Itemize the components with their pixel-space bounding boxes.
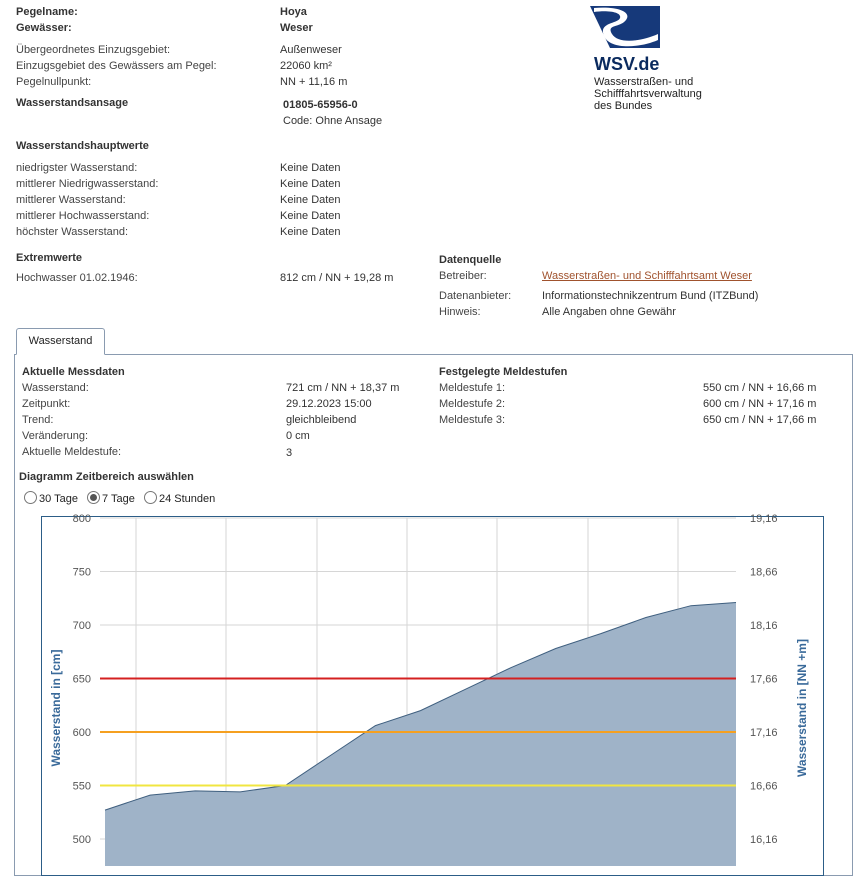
gewaesser-value: Weser [280, 22, 313, 34]
y-tick-label-right: 17,16 [750, 727, 778, 739]
y-tick-label-right: 19,16 [750, 513, 778, 525]
hauptwert-label: mittlerer Wasserstand: [16, 194, 126, 206]
y-tick-label-right: 16,16 [750, 834, 778, 846]
meldestufe-value: 600 cm / NN + 17,16 m [703, 398, 817, 410]
messdaten-label: Wasserstand: [22, 382, 89, 394]
hauptwert-label: mittlerer Hochwasserstand: [16, 210, 150, 222]
pegelname-value: Hoya [280, 6, 307, 18]
hauptwert-value: Keine Daten [280, 162, 341, 174]
einzugsgebiet-label: Übergeordnetes Einzugsgebiet: [16, 44, 171, 56]
meldestufen-heading: Festgelegte Meldestufen [439, 366, 568, 378]
meldestufe-label: Meldestufe 1: [439, 382, 506, 394]
y-tick-label-left: 750 [73, 567, 91, 579]
meldestufe-label: Meldestufe 3: [439, 414, 506, 426]
logo-sub-line: Wasserstraßen- und [594, 76, 694, 88]
logo-sub-line: des Bundes [594, 100, 653, 112]
datenquelle-heading: Datenquelle [439, 254, 502, 266]
water-level-line [104, 602, 737, 811]
meldestufe-label: Meldestufe 2: [439, 398, 506, 410]
messdaten-label: Veränderung: [22, 430, 89, 442]
y-tick-label-left: 500 [73, 834, 91, 846]
radio-circle[interactable] [24, 491, 37, 504]
einzugsgebiet-pegel-label: Einzugsgebiet des Gewässers am Pegel: [16, 60, 217, 72]
y-tick-label-left: 550 [73, 781, 91, 793]
hauptwert-label: niedrigster Wasserstand: [16, 162, 138, 174]
hinweis-value: Alle Angaben ohne Gewähr [542, 306, 676, 318]
extremwert-label: Hochwasser 01.02.1946: [16, 272, 138, 284]
betreiber-label: Betreiber: [439, 270, 487, 282]
meldestufe-value: 550 cm / NN + 16,66 m [703, 382, 817, 394]
radio-label: 24 Stunden [159, 493, 216, 505]
radio-30-tage[interactable]: 30 Tage [24, 491, 78, 505]
anbieter-value: Informationstechnikzentrum Bund (ITZBund… [542, 290, 759, 302]
hauptwert-value: Keine Daten [280, 226, 341, 238]
messdaten-heading: Aktuelle Messdaten [22, 366, 125, 378]
logo-name: WSV.de [594, 54, 660, 74]
pegelnullpunkt-label: Pegelnullpunkt: [16, 76, 92, 88]
messdaten-label: Trend: [22, 414, 54, 426]
hauptwert-label: mittlerer Niedrigwasserstand: [16, 178, 159, 190]
messdaten-label: Aktuelle Meldestufe: [22, 446, 122, 458]
messdaten-label: Zeitpunkt: [22, 398, 71, 410]
betreiber-link[interactable]: Wasserstraßen- und Schifffahrtsamt Weser [542, 270, 752, 282]
radio-24-stunden[interactable]: 24 Stunden [144, 491, 215, 505]
y-tick-label-right: 18,16 [750, 620, 778, 632]
hauptwert-value: Keine Daten [280, 178, 341, 190]
y-tick-label-right: 16,66 [750, 781, 778, 793]
y-tick-label-left: 600 [73, 727, 91, 739]
einzugsgebiet-value: Außenweser [280, 44, 342, 56]
y-tick-label-right: 17,66 [750, 674, 778, 686]
meldestufe-value: 650 cm / NN + 17,66 m [703, 414, 817, 426]
tab-wasserstand[interactable]: Wasserstand [16, 328, 105, 355]
hinweis-label: Hinweis: [439, 306, 481, 318]
anbieter-label: Datenanbieter: [439, 290, 512, 302]
ansage-code: Code: Ohne Ansage [283, 115, 383, 127]
radio-7-tage[interactable]: 7 Tage [87, 491, 135, 505]
ansage-phone: 01805-65956-0 [283, 99, 358, 111]
y-tick-label-left: 650 [73, 674, 91, 686]
hauptwert-value: Keine Daten [280, 194, 341, 206]
hauptwert-value: Keine Daten [280, 210, 341, 222]
water-level-area [105, 602, 736, 866]
messdaten-value: 0 cm [286, 430, 310, 442]
messdaten-value: 721 cm / NN + 18,37 m [286, 382, 400, 394]
y-tick-label-left: 700 [73, 620, 91, 632]
messdaten-value: gleichbleibend [286, 414, 357, 426]
logo-sub-line: Schifffahrtsverwaltung [594, 88, 702, 100]
y-tick-label-right: 18,66 [750, 567, 778, 579]
hauptwert-label: höchster Wasserstand: [16, 226, 129, 238]
extremwert-value: 812 cm / NN + 19,28 m [280, 272, 394, 284]
radio-circle[interactable] [87, 491, 100, 504]
pegelname-label: Pegelname: [16, 6, 78, 18]
messdaten-value: 29.12.2023 15:00 [286, 398, 372, 410]
gewaesser-label: Gewässer: [16, 22, 72, 34]
pegelnullpunkt-value: NN + 11,16 m [280, 76, 348, 88]
y-axis-label-right: Wasserstand in [NN +m] [795, 639, 809, 777]
radio-circle[interactable] [144, 491, 157, 504]
hauptwerte-heading: Wasserstandshauptwerte [16, 140, 149, 152]
logo-subtitle: Wasserstraßen- und Schifffahrtsverwaltun… [594, 76, 702, 112]
einzugsgebiet-pegel-value: 22060 km² [280, 60, 332, 72]
messdaten-value: 3 [286, 447, 293, 459]
radio-label: 7 Tage [102, 493, 135, 505]
radio-label: 30 Tage [39, 493, 78, 505]
y-tick-label-left: 800 [73, 513, 91, 525]
wsv-logo-icon [588, 4, 662, 50]
y-axis-label-left: Wasserstand in [cm] [49, 650, 63, 767]
ansage-label: Wasserstandsansage [16, 97, 129, 109]
diagramm-heading: Diagramm Zeitbereich auswählen [19, 471, 194, 483]
extremwerte-heading: Extremwerte [16, 252, 83, 264]
